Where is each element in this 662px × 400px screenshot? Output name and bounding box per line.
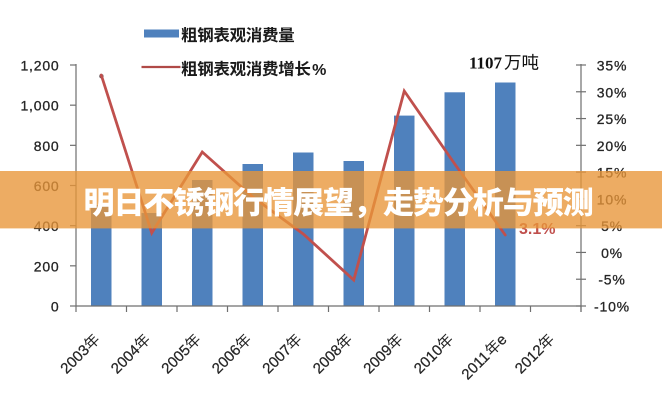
- svg-text:25%: 25%: [597, 111, 627, 127]
- svg-text:35%: 35%: [597, 58, 627, 74]
- svg-text:1,000: 1,000: [20, 98, 59, 114]
- svg-text:%: %: [312, 62, 326, 79]
- svg-text:-10%: -10%: [594, 299, 630, 315]
- svg-text:800: 800: [34, 138, 60, 154]
- svg-text:20%: 20%: [597, 138, 627, 154]
- svg-text:0%: 0%: [601, 245, 623, 261]
- svg-text:1,200: 1,200: [20, 58, 59, 74]
- svg-text:1107: 1107: [469, 54, 503, 73]
- svg-text:30%: 30%: [597, 84, 627, 100]
- svg-text:-5%: -5%: [598, 272, 625, 288]
- svg-text:0: 0: [51, 299, 60, 315]
- svg-text:200: 200: [34, 258, 60, 274]
